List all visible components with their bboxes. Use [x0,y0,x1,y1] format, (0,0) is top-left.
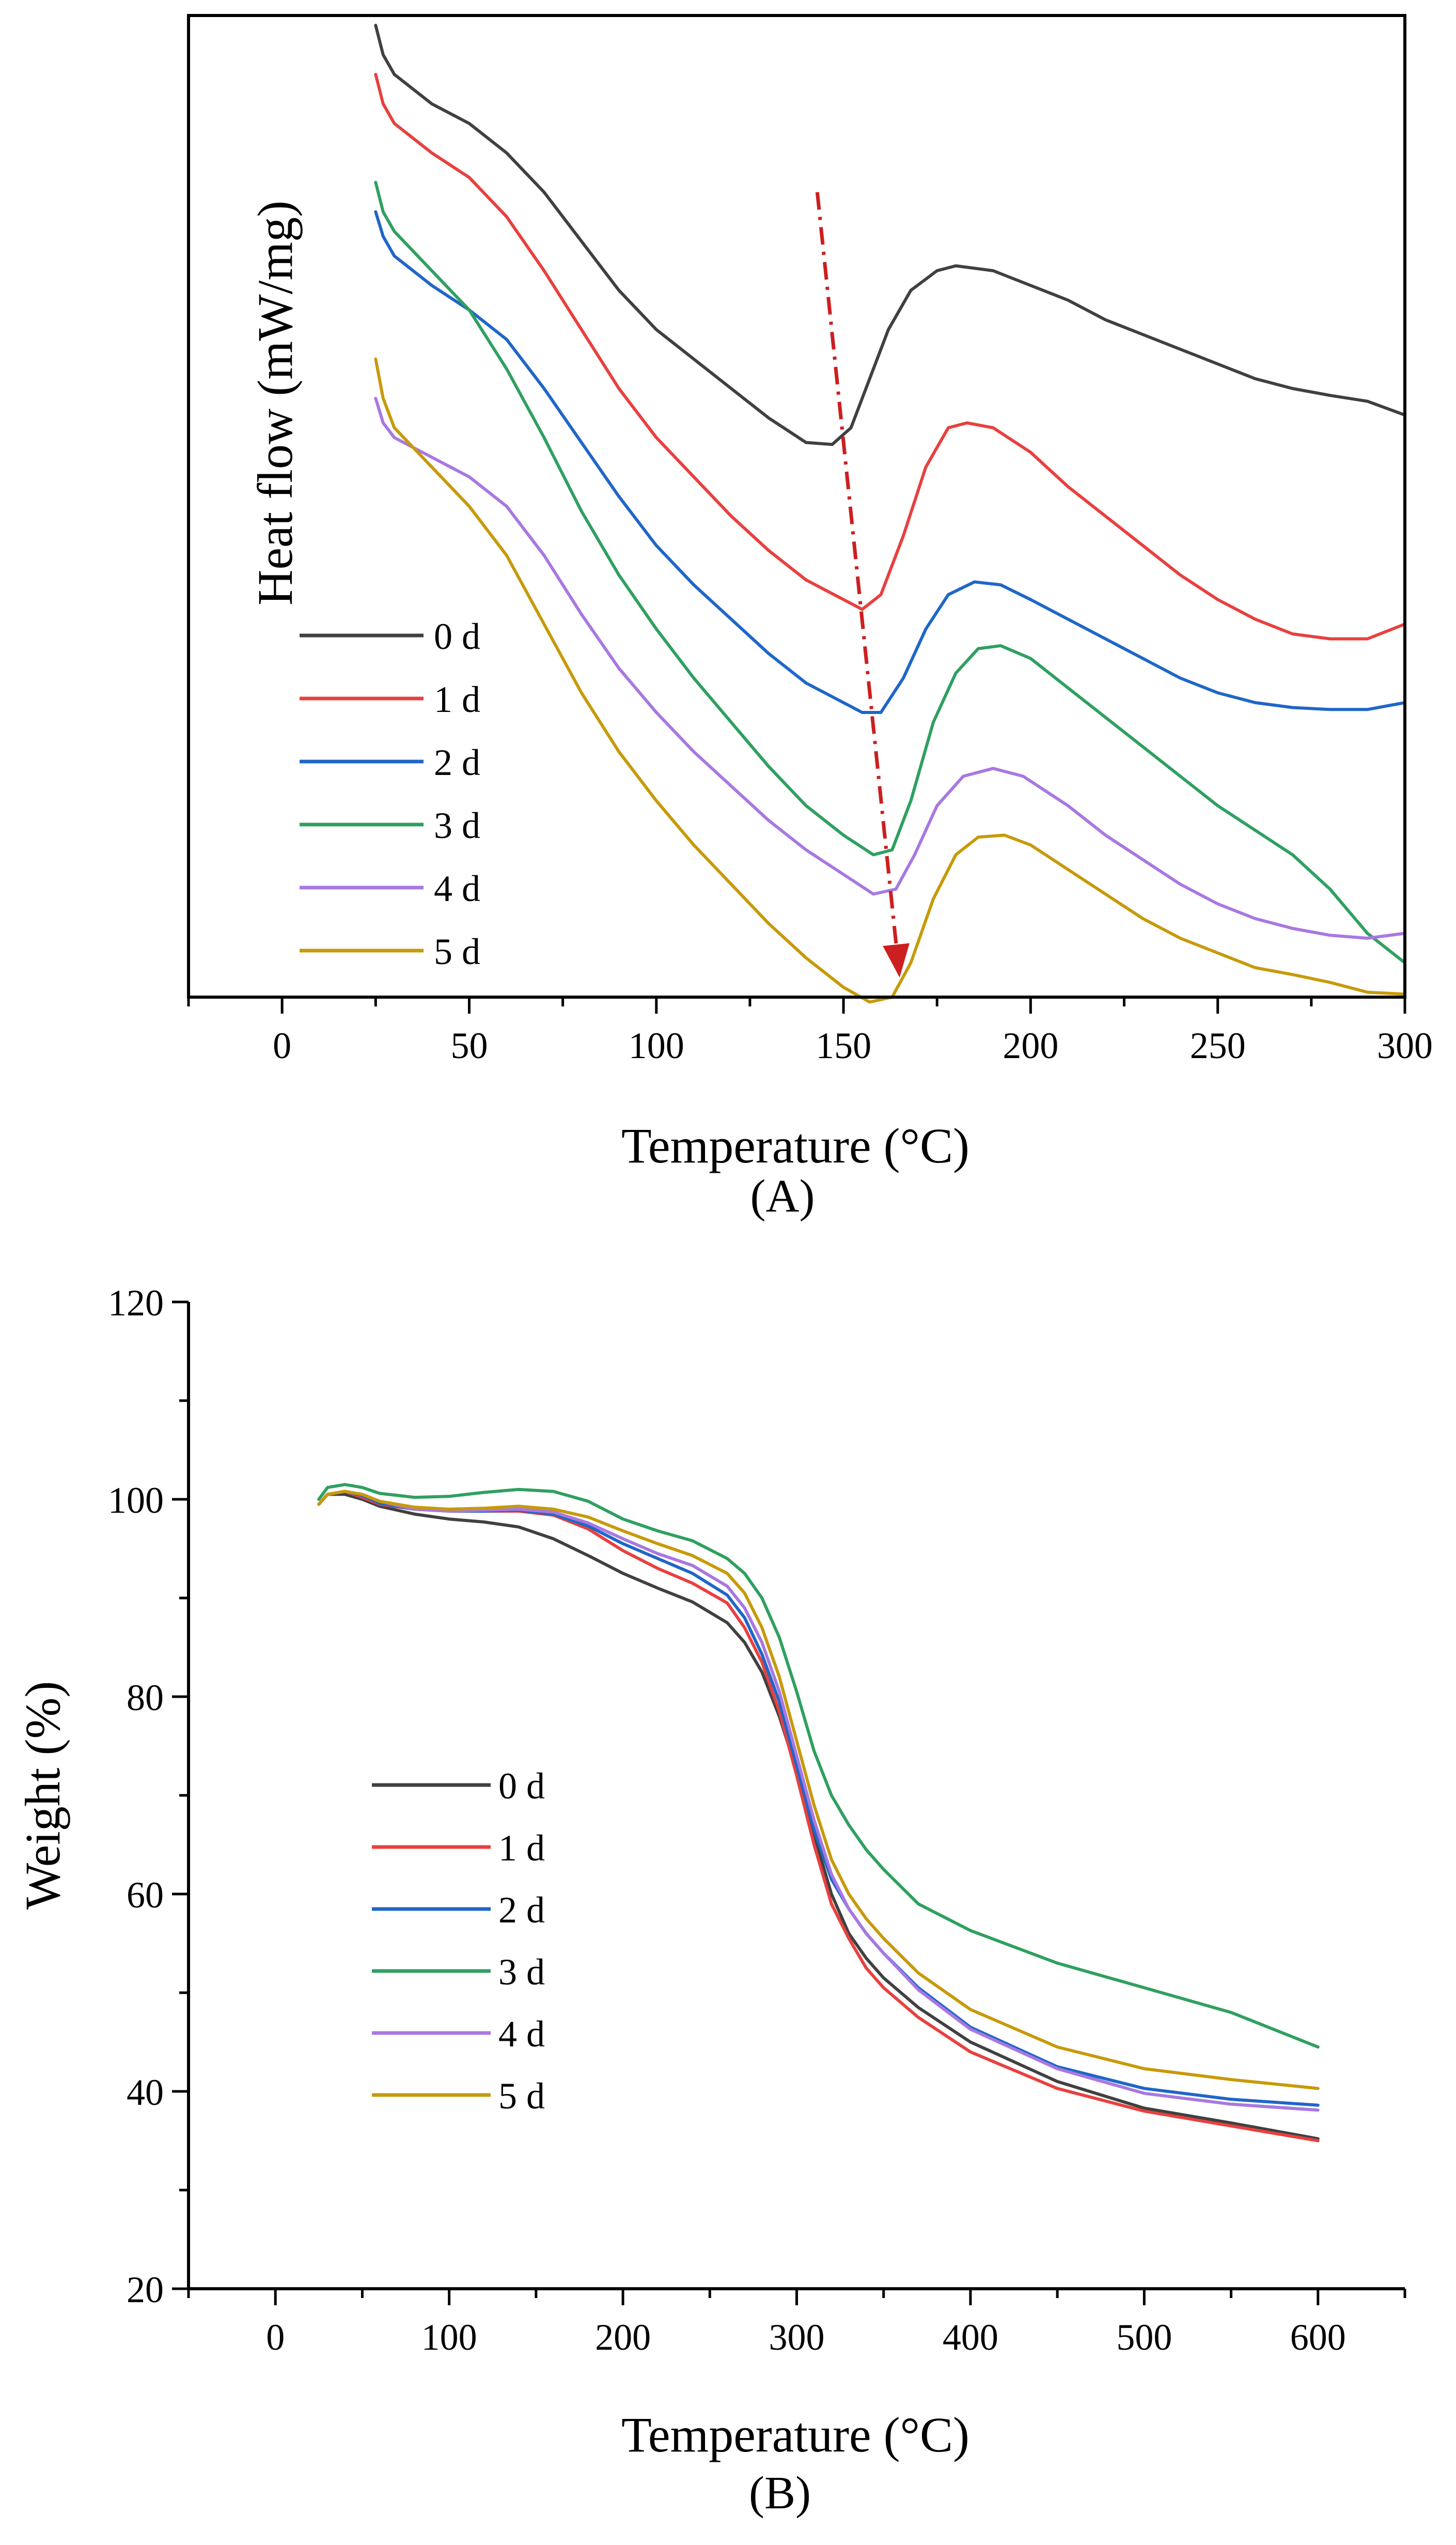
chart-b-ytick-label: 60 [127,1874,164,1916]
chart-a-xticks: 0 50 100 150 200 250 300 [187,997,1433,1066]
legend-b-label-3: 3 d [498,1951,545,1993]
chart-a-xtick-label: 300 [1377,1025,1433,1066]
chart-b-xtick-label: 600 [1290,2317,1346,2358]
legend-a-label-0: 0 d [434,616,480,657]
chart-b-series-line-5 [317,1489,1320,2090]
chart-a-series-line-1 [374,73,1406,641]
chart-b-ytick-label: 80 [127,1677,164,1718]
legend-b-label-4: 4 d [498,2013,545,2055]
legend-a-label-1: 1 d [434,679,480,720]
chart-a-xtick-label: 250 [1190,1025,1246,1066]
legend-a-label-5: 5 d [434,931,480,972]
legend-b-label-5: 5 d [498,2075,545,2117]
chart-a-xtick-label: 100 [629,1025,684,1066]
chart-a-legend: 0 d 1 d 2 d 3 d 4 d 5 d [300,616,480,972]
chart-b-series [317,1483,1320,2143]
chart-b: 0 100 200 300 400 500 600 20 40 60 80 100 120 0 d 1… [15,1282,1406,2519]
legend-b-label-2: 2 d [498,1889,545,1931]
chart-a-series-line-0 [374,24,1406,446]
chart-b-xticks: 0 100 200 300 400 500 600 [187,2289,1406,2358]
chart-b-xtick-label: 300 [769,2317,825,2358]
chart-b-series-line-4 [317,1489,1320,2112]
chart-b-ytick-label: 20 [127,2269,164,2310]
chart-a-xtick-label: 50 [450,1025,488,1066]
legend-b-label-1: 1 d [498,1827,545,1869]
legend-a-label-4: 4 d [434,868,480,909]
chart-a-panel-label: (A) [750,1171,815,1222]
chart-b-ytick-label: 120 [108,1282,164,1324]
chart-a-ylabel: Heat flow (mW/mg) [247,200,303,606]
legend-a-label-2: 2 d [434,742,480,783]
chart-a-xlabel: Temperature (°C) [621,1118,969,1173]
chart-b-panel-label: (B) [749,2468,811,2519]
chart-a-arrow-line [815,192,898,945]
chart-b-legend: 0 d 1 d 2 d 3 d 4 d 5 d [372,1765,545,2117]
chart-b-xtick-label: 0 [266,2317,285,2358]
chart-a-series-line-3 [374,181,1406,965]
chart-b-series-line-3 [317,1483,1320,2049]
chart-a-xtick-label: 150 [816,1025,871,1066]
chart-b-xtick-label: 100 [421,2317,477,2358]
chart-b-xlabel: Temperature (°C) [621,2407,969,2462]
chart-b-series-line-0 [317,1493,1320,2140]
legend-a-label-3: 3 d [434,805,480,846]
chart-a-arrow-head [883,943,910,977]
chart-a: 0 50 100 150 200 250 300 0 d 1 d 2 d 3 d 4 d 5… [187,14,1433,1222]
chart-b-xtick-label: 400 [943,2317,998,2358]
legend-b-label-0: 0 d [498,1765,545,1807]
chart-a-xtick-label: 200 [1003,1025,1058,1066]
chart-a-series-line-4 [374,397,1406,940]
chart-b-ytick-label: 40 [127,2072,164,2113]
chart-b-ytick-label: 100 [108,1480,164,1521]
chart-a-xtick-label: 0 [273,1025,291,1066]
chart-a-series-line-2 [374,210,1406,714]
chart-b-ylabel: Weight (%) [15,1681,70,1910]
chart-b-yticks: 20 40 60 80 100 120 [108,1282,189,2310]
chart-a-frame [187,14,1406,999]
chart-b-xtick-label: 500 [1116,2317,1172,2358]
chart-b-xtick-label: 200 [595,2317,651,2358]
